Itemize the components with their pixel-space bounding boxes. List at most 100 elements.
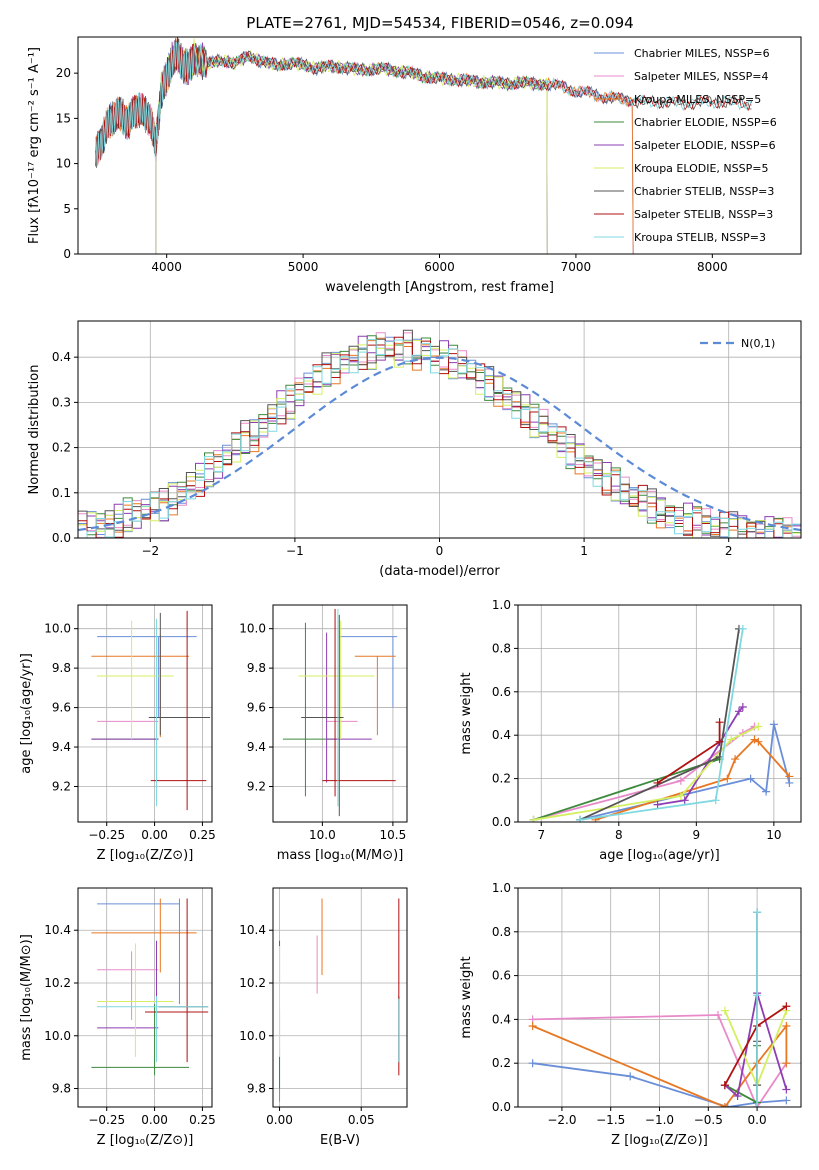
y-tick-label: 9.8 — [247, 661, 266, 675]
error-bar — [97, 636, 197, 718]
x-axis-label: (data-model)/error — [379, 564, 500, 579]
weight-marker — [753, 1103, 762, 1107]
weight-marker — [715, 718, 724, 727]
x-axis-label: age [log₁₀(age/yr)] — [599, 848, 720, 863]
weight-marker — [653, 778, 662, 787]
x-tick-label: −2 — [141, 544, 159, 558]
error-bar — [97, 943, 174, 1057]
weight-marker — [746, 774, 755, 783]
plot-area — [518, 888, 801, 1107]
weight-marker — [754, 737, 763, 746]
x-axis-label: wavelength [Angstrom, rest frame] — [325, 280, 554, 295]
weight-marker — [720, 1103, 729, 1107]
x-axis-label: Z [log₁₀(Z/Z⊙)] — [97, 848, 194, 863]
x-tick-label: 0.25 — [189, 828, 216, 842]
axes-frame — [77, 887, 213, 1108]
y-tick-label: 10.0 — [44, 1029, 71, 1043]
legend-label: Kroupa STELIB, NSSP=3 — [634, 231, 766, 244]
x-tick-label: 7 — [537, 828, 545, 842]
y-tick-label: 1.0 — [492, 881, 511, 895]
spectrum-line — [95, 38, 634, 254]
x-tick-label: 6000 — [424, 260, 455, 274]
y-tick-label: 20 — [56, 66, 71, 80]
weight-marker — [711, 796, 720, 805]
x-tick-label: 0.00 — [141, 828, 168, 842]
axes-frame — [272, 604, 408, 823]
weight-marker — [782, 1059, 791, 1068]
axes-frame — [77, 604, 213, 823]
x-tick-label: −0.25 — [88, 1113, 125, 1127]
weight-marker — [714, 1011, 723, 1020]
y-tick-label: 0.2 — [52, 441, 71, 455]
y-tick-label: 10.0 — [239, 1029, 266, 1043]
y-tick-label: 10 — [56, 157, 71, 171]
y-tick-label: 9.2 — [52, 779, 71, 793]
legend: N(0,1) — [700, 337, 775, 350]
weight-marker — [785, 772, 794, 781]
weight-line — [724, 1010, 788, 1088]
legend-label: Salpeter ELODIE, NSSP=6 — [634, 139, 776, 152]
y-tick-label: 0.8 — [492, 925, 511, 939]
y-tick-label: 10.0 — [44, 622, 71, 636]
y-axis-label: Normed distribution — [27, 365, 42, 495]
axes-frame — [517, 604, 802, 823]
y-tick-label: 10.2 — [44, 976, 71, 990]
x-tick-label: 0.05 — [348, 1113, 375, 1127]
y-tick-label: 0.4 — [492, 728, 511, 742]
x-tick-label: −1.5 — [596, 1113, 625, 1127]
weight-marker — [738, 702, 747, 711]
weight-marker — [720, 1081, 729, 1090]
error-bar — [145, 898, 209, 1063]
y-axis-label: age [log₁₀(age/yr)] — [19, 653, 34, 774]
y-tick-label: 0.6 — [492, 969, 511, 983]
panel-mass_vs_EBV: 0.00 0.05 9.8 10.0 10.2 10.4 E(B-V) — [239, 887, 408, 1148]
y-tick-label: 9.4 — [247, 740, 266, 754]
weight-marker — [733, 1092, 742, 1101]
spectrum-line — [95, 41, 752, 167]
weight-marker — [529, 815, 538, 822]
y-axis-label: mass weight — [459, 672, 474, 754]
weight-marker — [528, 1021, 537, 1030]
panel-mass_vs_Z: −0.25 0.00 0.25 9.8 10.0 10.2 10.4 Z [log₁₀(Z/Z… — [19, 887, 216, 1148]
weight-line — [579, 628, 744, 821]
error-bar — [322, 608, 396, 797]
error-bar — [298, 620, 375, 740]
y-tick-label: 0.6 — [492, 685, 511, 699]
error-bar — [282, 622, 340, 797]
error-bar — [91, 1004, 190, 1076]
y-tick-label: 15 — [56, 111, 71, 125]
x-tick-label: 10 — [766, 828, 781, 842]
x-tick-label: −0.5 — [694, 1113, 723, 1127]
y-axis-label: mass weight — [459, 956, 474, 1038]
weight-marker — [753, 908, 762, 917]
x-axis-label: Z [log₁₀(Z/Z⊙)] — [97, 1133, 194, 1148]
plot-area — [273, 888, 407, 1107]
weight-marker — [731, 755, 740, 764]
y-tick-label: 10.4 — [44, 923, 71, 937]
weight-marker — [676, 791, 685, 800]
y-tick-label: 1.0 — [492, 598, 511, 612]
weight-line — [657, 706, 744, 806]
x-tick-label: 5000 — [288, 260, 319, 274]
y-tick-label: 9.6 — [52, 701, 71, 715]
y-tick-label: 0.2 — [492, 772, 511, 786]
error-bar — [354, 655, 396, 736]
error-bar — [301, 614, 344, 817]
x-tick-label: −1 — [286, 544, 304, 558]
plot-area — [273, 605, 407, 822]
legend-label: Salpeter MILES, NSSP=4 — [634, 70, 768, 83]
plot-area — [78, 605, 212, 822]
x-tick-label: 0.00 — [141, 1113, 168, 1127]
y-tick-label: 0 — [63, 247, 71, 261]
panel-weight_vs_age: 7 8 9 10 0.0 0.2 0.4 0.6 0.8 1.0 age [log₁₀(age/yr… — [459, 598, 802, 863]
x-axis-label: Z [log₁₀(Z/Z⊙)] — [611, 1133, 708, 1148]
legend-label: Chabrier ELODIE, NSSP=6 — [634, 116, 777, 129]
axes-frame — [272, 887, 408, 1108]
legend-label: Chabrier MILES, NSSP=6 — [634, 47, 770, 60]
x-axis-label: E(B-V) — [320, 1133, 360, 1148]
x-tick-label: 0.0 — [748, 1113, 767, 1127]
weight-line — [532, 1062, 787, 1107]
y-tick-label: 0.4 — [52, 350, 71, 364]
